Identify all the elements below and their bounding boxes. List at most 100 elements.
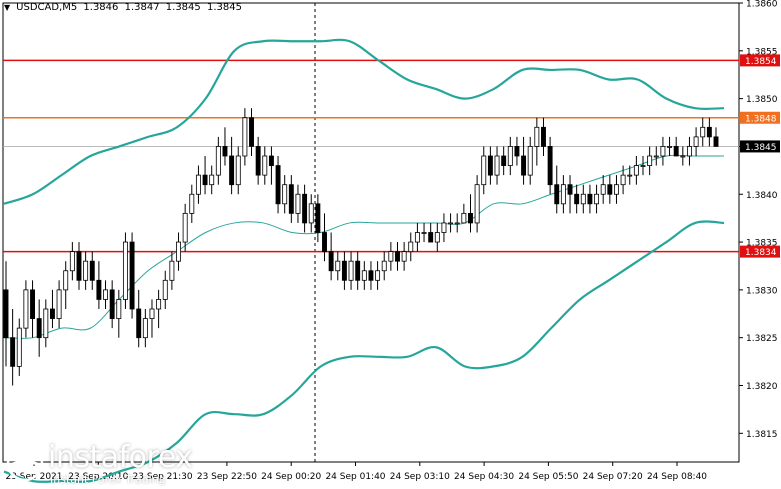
logo-tagline: Instant Forex Trading <box>50 473 166 486</box>
candle-body <box>302 193 308 224</box>
candle-body <box>3 289 9 339</box>
candle-body <box>547 146 553 186</box>
candle-body <box>348 260 354 281</box>
candle-body <box>627 174 633 177</box>
candle-body <box>341 260 347 281</box>
candle-body <box>501 155 507 166</box>
candle-body <box>414 232 420 243</box>
candle-body <box>653 155 659 158</box>
logo-text: instaforex <box>48 440 193 475</box>
bollinger-lower-band <box>3 220 725 483</box>
candle-body <box>129 241 135 310</box>
level-label-support: 1.3834 <box>745 248 777 258</box>
candle-body <box>574 193 580 205</box>
high-price: 1.3847 <box>124 2 160 13</box>
x-tick-label: 23 Sep 20:10 <box>68 472 128 482</box>
candle-body <box>468 212 473 224</box>
candle-body <box>381 260 387 272</box>
candle-body <box>89 260 95 281</box>
candle-body <box>156 299 162 310</box>
candle-body <box>448 222 454 225</box>
plot-frame <box>2 2 740 463</box>
candle-body <box>43 308 49 339</box>
candle-body <box>116 299 122 319</box>
candle-body <box>375 270 381 281</box>
candle-body <box>315 203 321 233</box>
level-label-pivot: 1.3848 <box>745 114 777 124</box>
candle-body <box>262 155 268 176</box>
candle-body <box>514 146 520 157</box>
level-tag-support <box>740 245 780 258</box>
candle-body <box>149 308 155 319</box>
y-tick-label: 1.3815 <box>746 430 778 440</box>
open-price: 1.3846 <box>83 2 119 13</box>
candle-body <box>275 165 281 205</box>
level-tag-resistance <box>740 54 780 67</box>
close-price: 1.3845 <box>206 2 242 13</box>
candle-body <box>49 308 55 319</box>
candle-body <box>408 241 414 253</box>
y-tick-label: 1.3820 <box>746 382 778 392</box>
candle-body <box>308 203 314 224</box>
candle-body <box>614 184 619 195</box>
candle-body <box>195 174 201 195</box>
candle-body <box>560 184 566 205</box>
level-label-resistance: 1.3854 <box>745 57 777 67</box>
candle-body <box>454 222 460 225</box>
candle-body <box>494 155 500 176</box>
candle-body <box>620 174 626 186</box>
logo-mark-icon <box>6 444 44 482</box>
candle-body <box>355 260 361 281</box>
bollinger-upper-band <box>3 38 725 205</box>
x-tick-label: 24 Sep 04:30 <box>454 472 514 482</box>
candle-body <box>202 174 208 186</box>
candle-body <box>136 308 142 339</box>
candle-body <box>222 146 228 157</box>
candle-body <box>554 184 560 205</box>
candle-body <box>103 289 108 300</box>
candle-body <box>567 184 573 195</box>
candle-body <box>687 146 692 157</box>
candle-body <box>328 251 334 272</box>
candle-body <box>30 289 35 319</box>
candle-body <box>527 146 533 176</box>
candle-body <box>76 251 82 281</box>
candle-body <box>713 136 719 147</box>
candle-body <box>83 260 89 281</box>
x-tick-label: 24 Sep 00:20 <box>261 472 321 482</box>
y-tick-label: 1.3855 <box>746 47 778 57</box>
x-tick-label: 23 Sep 21:30 <box>133 472 193 482</box>
candle-body <box>182 212 188 243</box>
y-tick-label: 1.3840 <box>746 191 778 201</box>
candle-body <box>647 155 653 166</box>
candle-body <box>295 193 301 214</box>
candle-body <box>600 184 606 195</box>
candle-body <box>481 155 487 186</box>
candle-body <box>122 241 128 300</box>
candle-body <box>434 232 440 243</box>
x-tick-label: 24 Sep 07:20 <box>583 472 643 482</box>
candle-body <box>335 260 341 272</box>
x-tick-label: 24 Sep 05:50 <box>518 472 578 482</box>
candle-body <box>63 270 69 291</box>
level-tag-pivot <box>740 111 780 124</box>
candle-body <box>487 155 493 176</box>
bollinger-middle-band <box>3 154 724 339</box>
candle-body <box>56 289 62 319</box>
chart-header: ▼ USDCAD,M5 1.3846 1.3847 1.3845 1.3845 <box>4 2 242 13</box>
candle-body <box>288 184 294 214</box>
candle-body <box>36 318 42 339</box>
candle-body <box>176 241 181 262</box>
x-tick-label: 23 Sep 22:50 <box>197 472 257 482</box>
candle-body <box>607 184 613 195</box>
candle-body <box>368 270 374 281</box>
candle-body <box>633 165 639 176</box>
candle-body <box>461 212 467 224</box>
y-tick-label: 1.3860 <box>746 0 778 10</box>
candle-body <box>441 222 447 233</box>
candle-body <box>10 337 16 367</box>
candle-body <box>209 174 215 186</box>
x-tick-label: 24 Sep 01:40 <box>325 472 385 482</box>
dropdown-triangle-icon[interactable]: ▼ <box>4 3 11 12</box>
candle-body <box>421 232 427 234</box>
